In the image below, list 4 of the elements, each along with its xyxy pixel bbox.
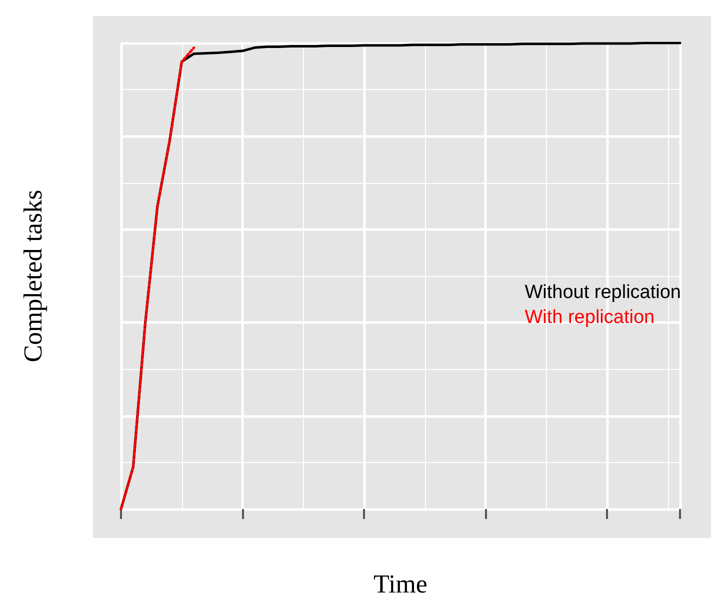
x-axis-title: Time: [374, 570, 428, 598]
text: With replication: [524, 307, 655, 328]
y-axis-title: Completed tasks: [18, 190, 48, 362]
text: Without replication: [524, 282, 681, 303]
